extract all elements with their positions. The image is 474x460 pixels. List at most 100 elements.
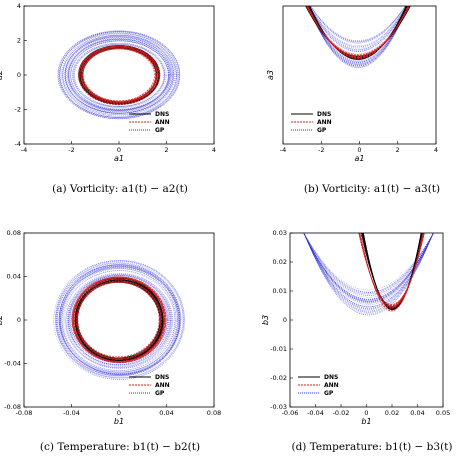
series-dns-line xyxy=(305,6,411,57)
series-gp-line xyxy=(57,263,182,376)
x-tick-label: 0.04 xyxy=(159,409,173,417)
series-gp-line xyxy=(58,266,179,375)
series-gp-line xyxy=(60,266,178,373)
y-tick-label: 0 xyxy=(283,316,287,324)
y-tick-label: -2 xyxy=(15,106,21,114)
x-axis-label: a1 xyxy=(114,154,124,163)
series-gp-line xyxy=(59,31,179,118)
series-gp-line xyxy=(72,43,166,108)
series-gp-line xyxy=(307,6,409,64)
y-tick-label: 0 xyxy=(17,316,21,324)
legend-label-dns: DNS xyxy=(317,111,331,118)
series-gp-line xyxy=(303,233,434,316)
series-gp-line xyxy=(62,33,176,115)
series-gp-line xyxy=(58,30,181,119)
series-ann-line xyxy=(307,6,409,59)
series-ann xyxy=(78,45,161,106)
series-gp-line xyxy=(59,32,177,118)
x-tick-label: 2 xyxy=(164,146,168,154)
series-dns-line xyxy=(74,280,162,362)
series-gp-line xyxy=(310,6,406,42)
series-gp-line xyxy=(61,267,178,372)
x-axis-label: a1 xyxy=(355,154,365,163)
legend-label-dns: DNS xyxy=(155,111,169,118)
series-gp-line xyxy=(59,31,180,120)
series-gp-line xyxy=(68,275,171,366)
x-tick-label: -0.08 xyxy=(16,409,33,417)
series-ann-line xyxy=(307,6,409,59)
series-gp-line xyxy=(63,270,176,371)
series-gp-line xyxy=(73,43,167,108)
series-gp-line xyxy=(308,6,408,51)
y-axis-label: b3 xyxy=(261,315,270,325)
series-ann-line xyxy=(306,6,410,57)
series-ann-line xyxy=(77,281,162,359)
y-axis-label: b2 xyxy=(0,315,4,325)
x-tick-label: -2 xyxy=(68,146,74,154)
series-ann-line xyxy=(72,276,167,363)
x-tick-label: -0.04 xyxy=(307,409,324,417)
series-dns-line xyxy=(305,6,411,57)
series-ann-line xyxy=(358,233,425,305)
series-gp-line xyxy=(62,35,174,115)
plot-frame xyxy=(282,5,437,145)
series-dns xyxy=(305,6,411,60)
series-gp-line xyxy=(309,6,407,49)
series-gp-line xyxy=(69,276,168,363)
series-gp-line xyxy=(303,233,434,307)
x-tick-label: -0.04 xyxy=(63,409,80,417)
series-gp-line xyxy=(57,265,180,376)
legend-label-ann: ANN xyxy=(317,119,332,126)
series-gp-line xyxy=(70,40,169,110)
legend-label-gp: GP xyxy=(155,390,165,397)
x-axis-label: b1 xyxy=(114,417,124,426)
plot-area xyxy=(57,30,181,120)
series-gp-line xyxy=(73,44,164,107)
series-gp-line xyxy=(68,276,169,365)
series-gp-line xyxy=(309,6,407,48)
series-ann-line xyxy=(83,48,156,102)
series-ann-line xyxy=(75,280,162,359)
y-tick-label: -0.04 xyxy=(4,360,21,368)
series-gp-line xyxy=(65,274,171,368)
y-tick-label: 0.03 xyxy=(273,229,287,237)
series-gp-line xyxy=(303,233,434,295)
series-gp-line xyxy=(67,39,170,112)
series-ann xyxy=(358,233,425,312)
panel-caption: (a) Vorticity: a1(t) − a2(t) xyxy=(52,183,188,195)
x-tick-label: 0 xyxy=(364,409,368,417)
series-gp-line xyxy=(59,264,180,374)
series-ann-line xyxy=(306,6,410,57)
x-tick-label: -4 xyxy=(280,146,286,154)
series-gp-line xyxy=(64,36,172,113)
series-gp-line xyxy=(56,262,180,376)
y-tick-label: 0.01 xyxy=(273,287,287,295)
series-gp-line xyxy=(303,233,434,300)
series-gp-line xyxy=(62,268,178,373)
legend-label-dns: DNS xyxy=(324,374,338,381)
series-ann-line xyxy=(76,281,163,360)
plot-frame xyxy=(23,232,215,408)
chart-panel-c: -0.08 -0.04 0 0.04 0.08 -0.08 -0.04 0 0.04 0.08 b1… xyxy=(0,229,221,453)
series-ann-line xyxy=(306,6,410,58)
x-tick-label: -4 xyxy=(21,146,27,154)
y-tick-label: -4 xyxy=(15,140,21,148)
y-tick-label: -0.08 xyxy=(4,403,21,411)
y-axis-label: a2 xyxy=(0,70,4,80)
series-gp-line xyxy=(53,260,185,380)
series-gp-line xyxy=(65,273,173,368)
series-gp-line xyxy=(68,274,172,366)
series-ann-line xyxy=(76,281,161,360)
y-tick-label: -0.02 xyxy=(270,374,287,382)
series-gp-line xyxy=(303,233,434,293)
series-gp-line xyxy=(59,30,180,118)
x-tick-label: -0.06 xyxy=(282,409,299,417)
series-gp xyxy=(53,260,185,380)
legend-label-ann: ANN xyxy=(155,382,170,389)
x-tick-label: -2 xyxy=(318,146,324,154)
series-gp-line xyxy=(310,6,406,42)
